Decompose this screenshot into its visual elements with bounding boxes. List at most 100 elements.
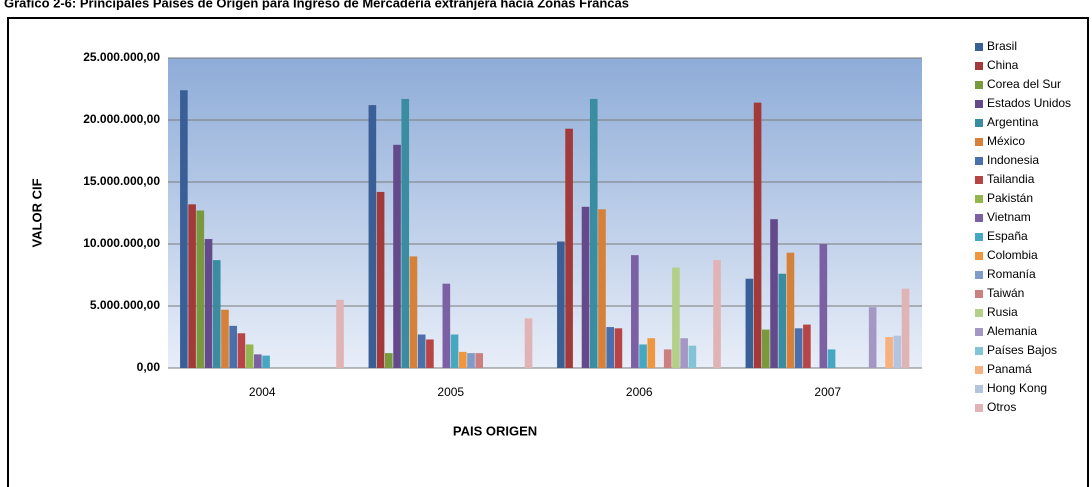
bar: [762, 329, 770, 368]
bar: [442, 283, 451, 368]
legend-label: Romanía: [987, 267, 1036, 281]
legend-label: Taiwán: [987, 286, 1024, 300]
chart-title: Gráfico 2-6: Principales Países de Orige…: [4, 0, 629, 10]
legend-swatch: [975, 195, 983, 203]
y-tick-label: 10.000.000,00: [83, 236, 160, 250]
y-axis-label: VALOR CIF: [29, 178, 44, 247]
legend-swatch: [975, 62, 983, 70]
bar: [368, 105, 377, 369]
bar: [581, 206, 590, 368]
bar: [745, 278, 754, 368]
legend-swatch: [975, 252, 983, 260]
bar: [819, 244, 828, 368]
legend-label: Tailandia: [987, 172, 1035, 186]
legend-label: Vietnam: [987, 210, 1031, 224]
bar: [614, 328, 623, 368]
bar: [188, 204, 196, 368]
bar: [786, 252, 795, 368]
legend-label: Hong Kong: [987, 381, 1047, 395]
bar: [868, 307, 877, 368]
y-tick-label: 25.000.000,00: [83, 50, 160, 64]
legend-swatch: [975, 157, 983, 165]
legend-label: Estados Unidos: [987, 96, 1071, 110]
legend-swatch: [975, 328, 983, 336]
bar: [262, 355, 270, 368]
legend-swatch: [975, 233, 983, 241]
bar: [458, 351, 467, 368]
x-tick-label: 2005: [437, 385, 464, 399]
bar: [631, 255, 639, 368]
bar: [565, 128, 573, 368]
legend-swatch: [975, 290, 983, 298]
x-axis-label: PAIS ORIGEN: [453, 423, 537, 438]
bar: [417, 334, 426, 368]
bar: [385, 353, 393, 368]
legend-label: Países Bajos: [987, 343, 1057, 357]
bar: [794, 328, 803, 368]
legend-swatch: [975, 271, 983, 279]
legend-label: México: [987, 134, 1025, 148]
legend-label: Colombia: [987, 248, 1038, 262]
x-tick-label: 2004: [249, 385, 276, 399]
bar: [598, 209, 606, 368]
x-tick-label: 2007: [814, 385, 841, 399]
bar: [753, 102, 762, 368]
bar: [688, 345, 697, 368]
bar: [409, 256, 418, 368]
y-tick-label: 20.000.000,00: [83, 112, 160, 126]
bar: [672, 267, 680, 368]
x-tick-label: 2006: [626, 385, 653, 399]
legend-swatch: [975, 404, 983, 412]
bar: [589, 98, 598, 369]
bar: [803, 324, 811, 368]
legend-swatch: [975, 309, 983, 317]
y-tick-label: 15.000.000,00: [83, 174, 160, 188]
bar: [467, 353, 475, 368]
legend-swatch: [975, 43, 983, 51]
bar: [713, 260, 721, 368]
legend-swatch: [975, 100, 983, 108]
legend-label: Corea del Sur: [987, 77, 1061, 91]
bar: [647, 338, 656, 368]
bar: [254, 354, 262, 368]
legend-swatch: [975, 138, 983, 146]
bar: [557, 241, 565, 368]
bar: [450, 334, 459, 368]
bar: [893, 335, 902, 368]
legend-swatch: [975, 119, 983, 127]
bar: [212, 260, 221, 368]
legend-swatch: [975, 366, 983, 374]
bar: [606, 327, 614, 368]
bar: [245, 344, 254, 368]
plot-area: [168, 58, 922, 368]
bar: [180, 90, 188, 369]
legend-label: Alemania: [987, 324, 1037, 338]
bar: [229, 325, 237, 368]
bar: [336, 299, 344, 368]
legend-swatch: [975, 214, 983, 222]
bar: [770, 219, 778, 368]
y-tick-label: 0,00: [137, 360, 161, 374]
legend-label: Pakistán: [987, 191, 1033, 205]
bar: [204, 239, 213, 368]
bar: [639, 344, 647, 368]
legend-label: Panamá: [987, 362, 1032, 376]
bar: [778, 273, 787, 368]
bar: [827, 349, 836, 368]
legend-label: Otros: [987, 400, 1016, 414]
bar: [376, 191, 385, 368]
legend-swatch: [975, 81, 983, 89]
bar: [221, 309, 229, 368]
legend-label: China: [987, 58, 1019, 72]
legend-label: Indonesia: [987, 153, 1039, 167]
legend-label: Brasil: [987, 39, 1017, 53]
bar: [426, 339, 434, 368]
bar: [401, 98, 410, 369]
bar: [901, 288, 910, 368]
legend-label: Rusia: [987, 305, 1018, 319]
legend-label: Argentina: [987, 115, 1039, 129]
legend-swatch: [975, 176, 983, 184]
bar: [885, 337, 893, 368]
